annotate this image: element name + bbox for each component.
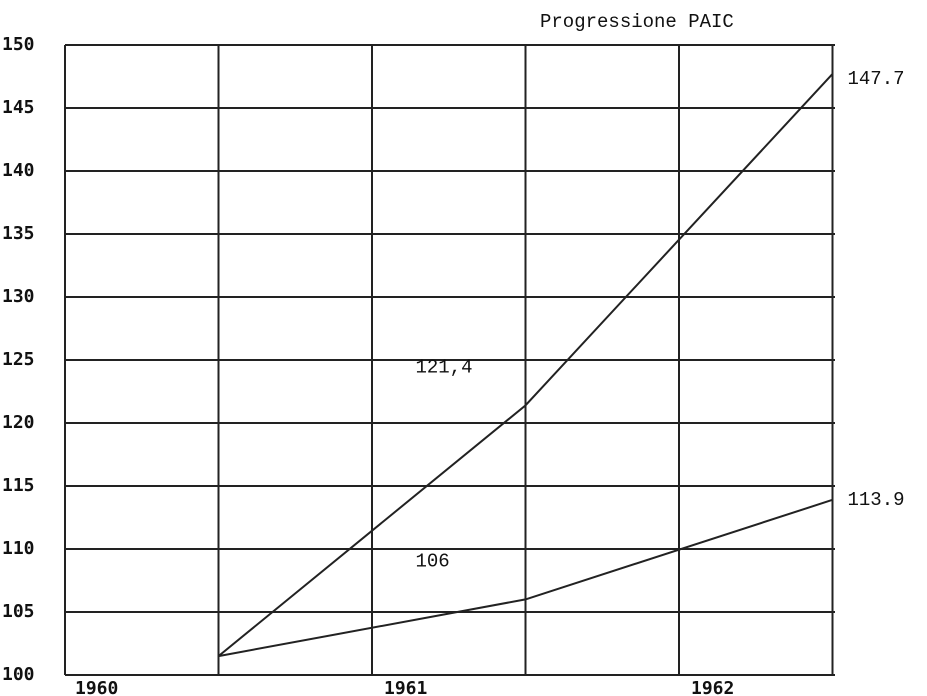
y-tick-label: 115	[2, 475, 35, 496]
y-tick-label: 120	[2, 412, 35, 433]
y-tick-label: 110	[2, 538, 35, 559]
y-tick-label: 135	[2, 223, 35, 244]
x-tick-label: 1962	[691, 678, 734, 696]
data-label: 113.9	[848, 489, 905, 511]
y-tick-label: 105	[2, 601, 35, 622]
y-tick-label: 145	[2, 97, 35, 118]
x-tick-label: 1960	[75, 678, 118, 696]
data-label: 106	[416, 550, 450, 572]
y-tick-label: 125	[2, 349, 35, 370]
y-tick-label: 150	[2, 34, 35, 55]
y-tick-label: 130	[2, 286, 35, 307]
data-label: 147.7	[848, 68, 905, 90]
data-label: 121,4	[416, 356, 473, 378]
line-series	[218, 498, 833, 658]
x-tick-label: 1961	[384, 678, 427, 696]
y-tick-label: 100	[2, 664, 35, 685]
y-tick-label: 140	[2, 160, 35, 181]
line-series	[217, 73, 834, 657]
chart-title: Progressione PAIC	[540, 11, 734, 33]
